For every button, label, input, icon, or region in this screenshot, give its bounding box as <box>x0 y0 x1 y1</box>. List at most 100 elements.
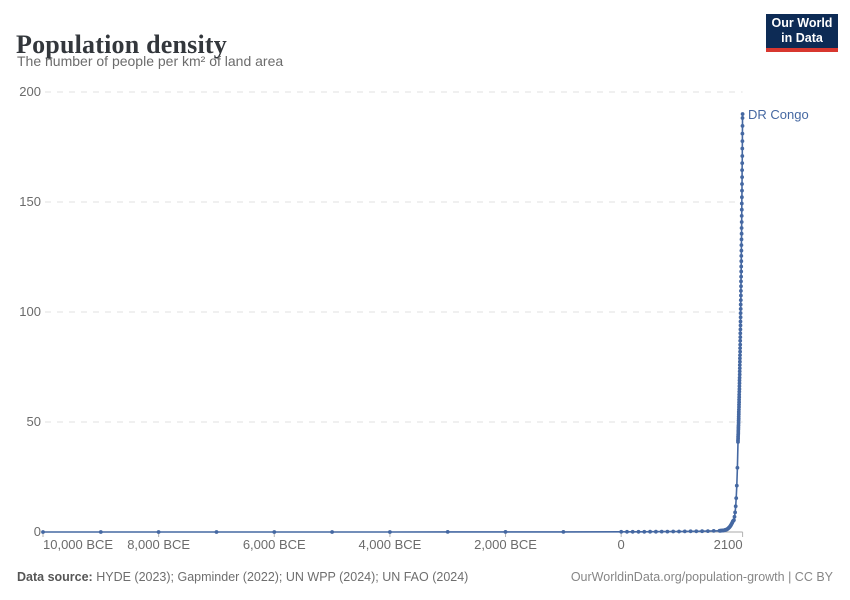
data-point-marker[interactable] <box>636 529 641 534</box>
data-point-marker[interactable] <box>688 529 693 534</box>
data-point-marker[interactable] <box>700 529 704 534</box>
data-point-marker[interactable] <box>659 529 664 534</box>
data-point-marker[interactable] <box>739 279 743 284</box>
data-point-marker[interactable] <box>740 146 745 151</box>
data-point-marker[interactable] <box>739 254 744 258</box>
data-point-marker[interactable] <box>654 529 658 534</box>
data-point-marker[interactable] <box>738 331 743 336</box>
data-point-marker[interactable] <box>642 529 647 534</box>
data-point-marker[interactable] <box>740 131 745 136</box>
data-point-marker[interactable] <box>738 302 743 307</box>
data-point-marker[interactable] <box>738 298 743 302</box>
data-point-marker[interactable] <box>737 366 742 371</box>
data-point-marker[interactable] <box>739 264 744 269</box>
data-point-marker[interactable] <box>272 530 277 534</box>
data-point-marker[interactable] <box>740 175 744 180</box>
data-point-marker[interactable] <box>740 168 744 173</box>
data-point-marker[interactable] <box>733 510 737 515</box>
data-point-marker[interactable] <box>739 293 743 298</box>
credit-link[interactable]: OurWorldinData.org/population-growth | C… <box>570 570 833 584</box>
data-point-marker[interactable] <box>738 338 743 343</box>
data-point-marker[interactable] <box>503 530 508 534</box>
data-point-marker[interactable] <box>737 400 741 405</box>
data-point-marker[interactable] <box>740 161 745 166</box>
data-point-marker[interactable] <box>739 259 744 264</box>
data-point-marker[interactable] <box>740 188 744 193</box>
data-point-marker[interactable] <box>677 529 681 534</box>
data-point-marker[interactable] <box>445 530 450 534</box>
data-point-marker[interactable] <box>739 248 744 253</box>
data-point-marker[interactable] <box>737 395 742 399</box>
data-point-marker[interactable] <box>739 284 743 289</box>
data-point-marker[interactable] <box>737 384 742 388</box>
data-point-marker[interactable] <box>740 154 745 158</box>
data-point-marker[interactable] <box>739 269 744 274</box>
data-point-marker[interactable] <box>706 529 710 533</box>
data-point-marker[interactable] <box>737 378 742 383</box>
data-point-marker[interactable] <box>682 529 687 534</box>
data-point-marker[interactable] <box>738 356 742 361</box>
data-point-marker[interactable] <box>739 231 744 236</box>
data-point-marker[interactable] <box>671 529 676 534</box>
data-point-marker[interactable] <box>711 529 716 533</box>
data-point-marker[interactable] <box>739 201 744 206</box>
data-point-marker[interactable] <box>734 496 739 500</box>
data-point-marker[interactable] <box>732 514 737 519</box>
data-point-marker[interactable] <box>739 220 744 224</box>
chart-subtitle: The number of people per km² of land are… <box>17 53 284 69</box>
data-point-marker[interactable] <box>734 483 739 488</box>
data-point-marker[interactable] <box>733 504 738 509</box>
data-point-marker[interactable] <box>630 529 635 534</box>
data-point-marker[interactable] <box>739 226 744 230</box>
data-point-marker[interactable] <box>738 359 742 364</box>
data-point-marker[interactable] <box>740 112 745 116</box>
data-point-marker[interactable] <box>694 529 699 534</box>
data-point-marker[interactable] <box>737 381 742 386</box>
data-point-marker[interactable] <box>738 315 743 320</box>
data-point-marker[interactable] <box>619 529 624 534</box>
data-point-marker[interactable] <box>739 274 743 279</box>
data-point-marker[interactable] <box>561 530 566 534</box>
data-point-marker[interactable] <box>739 207 744 212</box>
data-point-marker[interactable] <box>740 116 745 120</box>
data-point-marker[interactable] <box>738 323 743 328</box>
data-point-marker[interactable] <box>665 529 670 534</box>
data-point-marker[interactable] <box>156 530 161 534</box>
data-point-marker[interactable] <box>732 518 736 522</box>
data-point-marker[interactable] <box>214 530 219 534</box>
data-point-marker[interactable] <box>330 530 334 534</box>
data-point-marker[interactable] <box>737 392 742 397</box>
data-point-marker[interactable] <box>738 349 742 354</box>
data-point-marker[interactable] <box>740 124 745 128</box>
data-point-marker[interactable] <box>388 530 392 534</box>
data-point-marker[interactable] <box>738 327 743 332</box>
data-point-marker[interactable] <box>737 387 742 391</box>
data-point-marker[interactable] <box>740 195 744 200</box>
data-point-marker[interactable] <box>738 346 742 350</box>
data-point-marker[interactable] <box>737 369 742 374</box>
data-point-marker[interactable] <box>738 307 743 311</box>
data-point-marker[interactable] <box>738 342 743 347</box>
data-point-marker[interactable] <box>740 139 745 144</box>
data-point-marker[interactable] <box>41 530 45 534</box>
data-point-marker[interactable] <box>739 243 744 248</box>
data-point-marker[interactable] <box>737 372 742 377</box>
data-point-marker[interactable] <box>739 289 743 293</box>
data-point-marker[interactable] <box>739 237 744 242</box>
data-point-marker[interactable] <box>738 311 743 315</box>
data-point-marker[interactable] <box>740 182 744 186</box>
data-point-marker[interactable] <box>738 353 742 357</box>
data-point-marker[interactable] <box>737 363 742 367</box>
data-point-marker[interactable] <box>648 529 652 534</box>
data-point-marker[interactable] <box>739 214 744 218</box>
data-point-marker[interactable] <box>738 319 743 324</box>
data-point-marker[interactable] <box>738 335 743 339</box>
owid-logo: Our World in Data <box>766 14 838 52</box>
data-point-marker[interactable] <box>98 530 103 534</box>
data-line-dr-congo[interactable] <box>43 113 744 533</box>
y-axis-tick-label: 150 <box>19 194 41 209</box>
data-point-marker[interactable] <box>737 375 742 380</box>
data-point-marker[interactable] <box>735 465 740 470</box>
data-point-marker[interactable] <box>625 529 629 534</box>
